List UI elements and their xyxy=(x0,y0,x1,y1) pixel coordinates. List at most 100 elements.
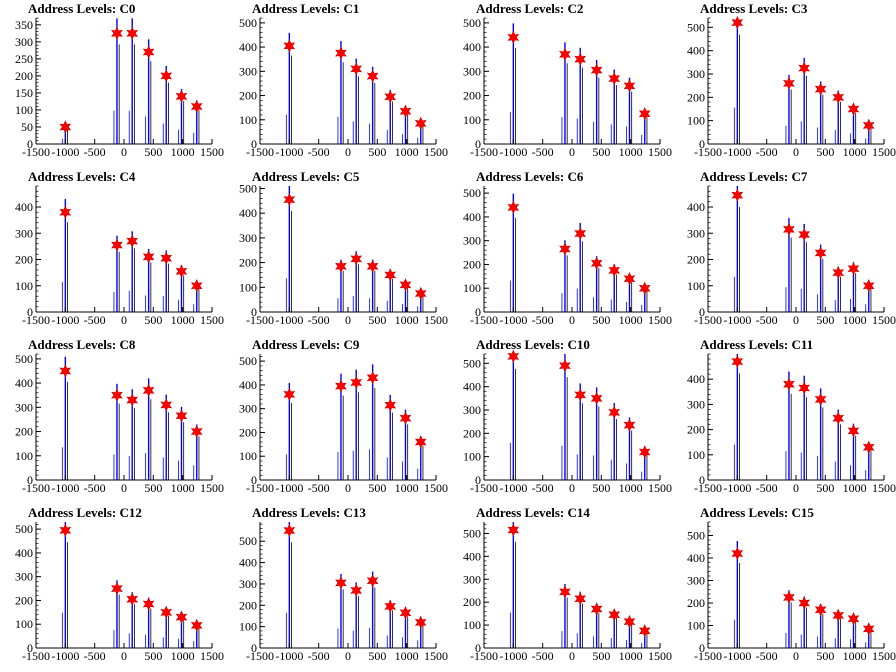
bars xyxy=(285,522,424,648)
x-tick-label: 500 xyxy=(592,649,610,663)
chart-title: Address Levels: C12 xyxy=(28,505,142,520)
star-marker xyxy=(283,192,296,207)
star-marker xyxy=(175,264,188,279)
x-tick-label: 1500 xyxy=(872,481,896,495)
y-tick-label: 100 xyxy=(15,103,33,117)
bars xyxy=(733,186,872,312)
star-marker xyxy=(126,26,139,41)
star-marker xyxy=(623,79,636,93)
x-tick-label: 0 xyxy=(569,145,575,159)
chart-14: Address Levels: C14 0 100 200 300 400 500 -1500… xyxy=(463,505,672,663)
star-marker xyxy=(335,379,347,393)
x-tick-label: -1000 xyxy=(51,313,79,327)
x-tick-label: -1000 xyxy=(275,481,303,495)
x-tick-label: 0 xyxy=(569,481,575,495)
star-marker xyxy=(142,383,155,398)
star-marker xyxy=(608,608,621,622)
x-tick-label: 1500 xyxy=(424,145,448,159)
star-marker xyxy=(862,622,875,636)
y-tick-label: 300 xyxy=(687,397,705,411)
y-tick-label: 200 xyxy=(15,69,33,83)
x-tick-label: -1500 xyxy=(470,313,498,327)
y-tick-label: 200 xyxy=(15,253,33,267)
x-tick-label: 1000 xyxy=(619,145,643,159)
star-marker xyxy=(814,392,827,407)
x-tick-label: 1000 xyxy=(843,313,867,327)
star-marker xyxy=(590,391,603,406)
x-tick-label: -1500 xyxy=(22,481,50,495)
star-marker xyxy=(623,271,636,286)
star-marker xyxy=(126,234,139,248)
y-tick-label: 300 xyxy=(239,402,257,416)
star-marker xyxy=(414,435,427,449)
star-marker xyxy=(574,388,587,402)
star-marker xyxy=(384,90,397,104)
y-tick-label: 100 xyxy=(463,113,481,127)
star-marker xyxy=(414,286,427,301)
y-tick-label: 300 xyxy=(687,574,705,588)
x-tick-label: -1000 xyxy=(51,145,79,159)
star-marker xyxy=(862,279,875,293)
x-tick-label: -1500 xyxy=(22,145,50,159)
x-tick-label: -1500 xyxy=(22,649,50,663)
x-tick-label: 1500 xyxy=(872,649,896,663)
y-tick-label: 0 xyxy=(251,305,257,319)
y-tick-label: 400 xyxy=(463,40,481,54)
chart-1: Address Levels: C10100200300400500-1500-… xyxy=(239,1,448,159)
star-marker xyxy=(590,256,603,271)
chart-3: Address Levels: C30100200300400500-1500-… xyxy=(687,1,896,159)
x-tick-label: -1000 xyxy=(723,145,751,159)
star-marker xyxy=(384,268,397,282)
x-tick-label: -1500 xyxy=(470,649,498,663)
y-tick-label: 500 xyxy=(239,354,257,368)
star-marker xyxy=(731,188,744,202)
x-tick-label: -1000 xyxy=(51,481,79,495)
x-tick-label: 1000 xyxy=(843,649,867,663)
star-marker xyxy=(847,261,860,276)
y-tick-label: 150 xyxy=(15,86,33,100)
star-marker xyxy=(574,592,587,606)
star-marker xyxy=(638,445,651,459)
y-tick-label: 300 xyxy=(463,234,481,248)
y-tick-label: 300 xyxy=(239,231,257,245)
star-marker xyxy=(414,615,427,630)
star-marker xyxy=(126,592,139,607)
x-tick-label: 1000 xyxy=(171,481,195,495)
star-marker xyxy=(507,30,520,45)
x-tick-label: -500 xyxy=(84,481,106,495)
x-tick-label: 0 xyxy=(121,313,127,327)
bars xyxy=(733,18,872,144)
chart-title: Address Levels: C10 xyxy=(476,337,590,352)
x-tick-label: 1000 xyxy=(171,649,195,663)
y-tick-label: 500 xyxy=(687,20,705,34)
x-tick-label: 500 xyxy=(144,481,162,495)
x-tick-label: 500 xyxy=(816,145,834,159)
y-tick-label: 500 xyxy=(463,16,481,30)
y-tick-label: 300 xyxy=(15,570,33,584)
y-tick-label: 300 xyxy=(687,67,705,81)
y-tick-label: 0 xyxy=(251,137,257,151)
x-tick-label: 1500 xyxy=(200,145,224,159)
star-marker xyxy=(507,523,520,537)
chart-title: Address Levels: C0 xyxy=(28,1,135,16)
y-tick-label: 0 xyxy=(699,641,705,655)
star-marker xyxy=(160,69,173,83)
bars xyxy=(285,186,424,312)
x-tick-label: -500 xyxy=(756,313,778,327)
y-tick-label: 0 xyxy=(475,473,481,487)
y-tick-label: 300 xyxy=(15,400,33,414)
chart-2: Address Levels: C20100200300400500-1500-… xyxy=(463,1,672,159)
star-marker xyxy=(111,388,123,402)
chart-title: Address Levels: C1 xyxy=(252,1,359,16)
star-marker xyxy=(590,63,603,77)
y-tick-label: 0 xyxy=(699,473,705,487)
star-marker xyxy=(366,259,379,274)
x-tick-label: 1000 xyxy=(843,145,867,159)
x-tick-label: 0 xyxy=(345,649,351,663)
star-marker xyxy=(111,26,123,41)
x-tick-label: 1500 xyxy=(424,313,448,327)
star-marker xyxy=(814,246,827,260)
x-tick-label: -500 xyxy=(756,481,778,495)
y-tick-label: 300 xyxy=(463,572,481,586)
y-tick-label: 300 xyxy=(239,577,257,591)
